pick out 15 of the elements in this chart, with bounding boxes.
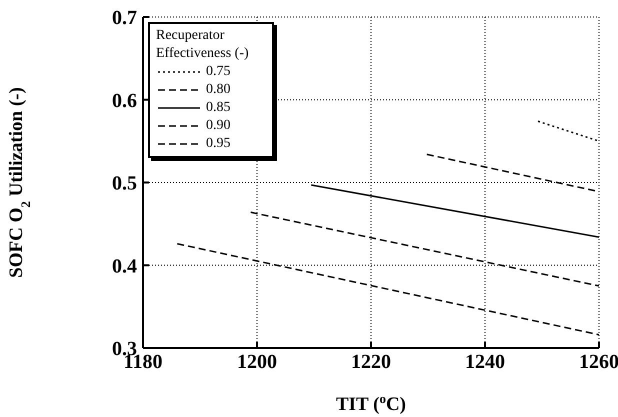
legend-label: 0.80 xyxy=(206,81,230,99)
y-tick-label: 0.4 xyxy=(112,255,137,278)
y-tick-label: 0.7 xyxy=(112,7,137,30)
legend-label: 0.75 xyxy=(206,63,230,81)
y-tick-label: 0.5 xyxy=(112,172,137,195)
x-tick-label: 1200 xyxy=(237,351,277,374)
y-tick-label: 0.6 xyxy=(112,90,137,112)
x-tick-label: 1220 xyxy=(351,351,391,374)
x-tick-label: 1260 xyxy=(579,351,618,374)
legend-label: 0.95 xyxy=(206,135,230,153)
x-axis-title: TIT ($^{o}$C) xyxy=(336,390,406,415)
legend-label: 0.85 xyxy=(206,99,230,117)
x-tick-label: 1240 xyxy=(465,351,505,374)
legend-label: 0.90 xyxy=(206,117,230,135)
legend-title: Recuperator Effectiveness (-) xyxy=(156,27,250,63)
